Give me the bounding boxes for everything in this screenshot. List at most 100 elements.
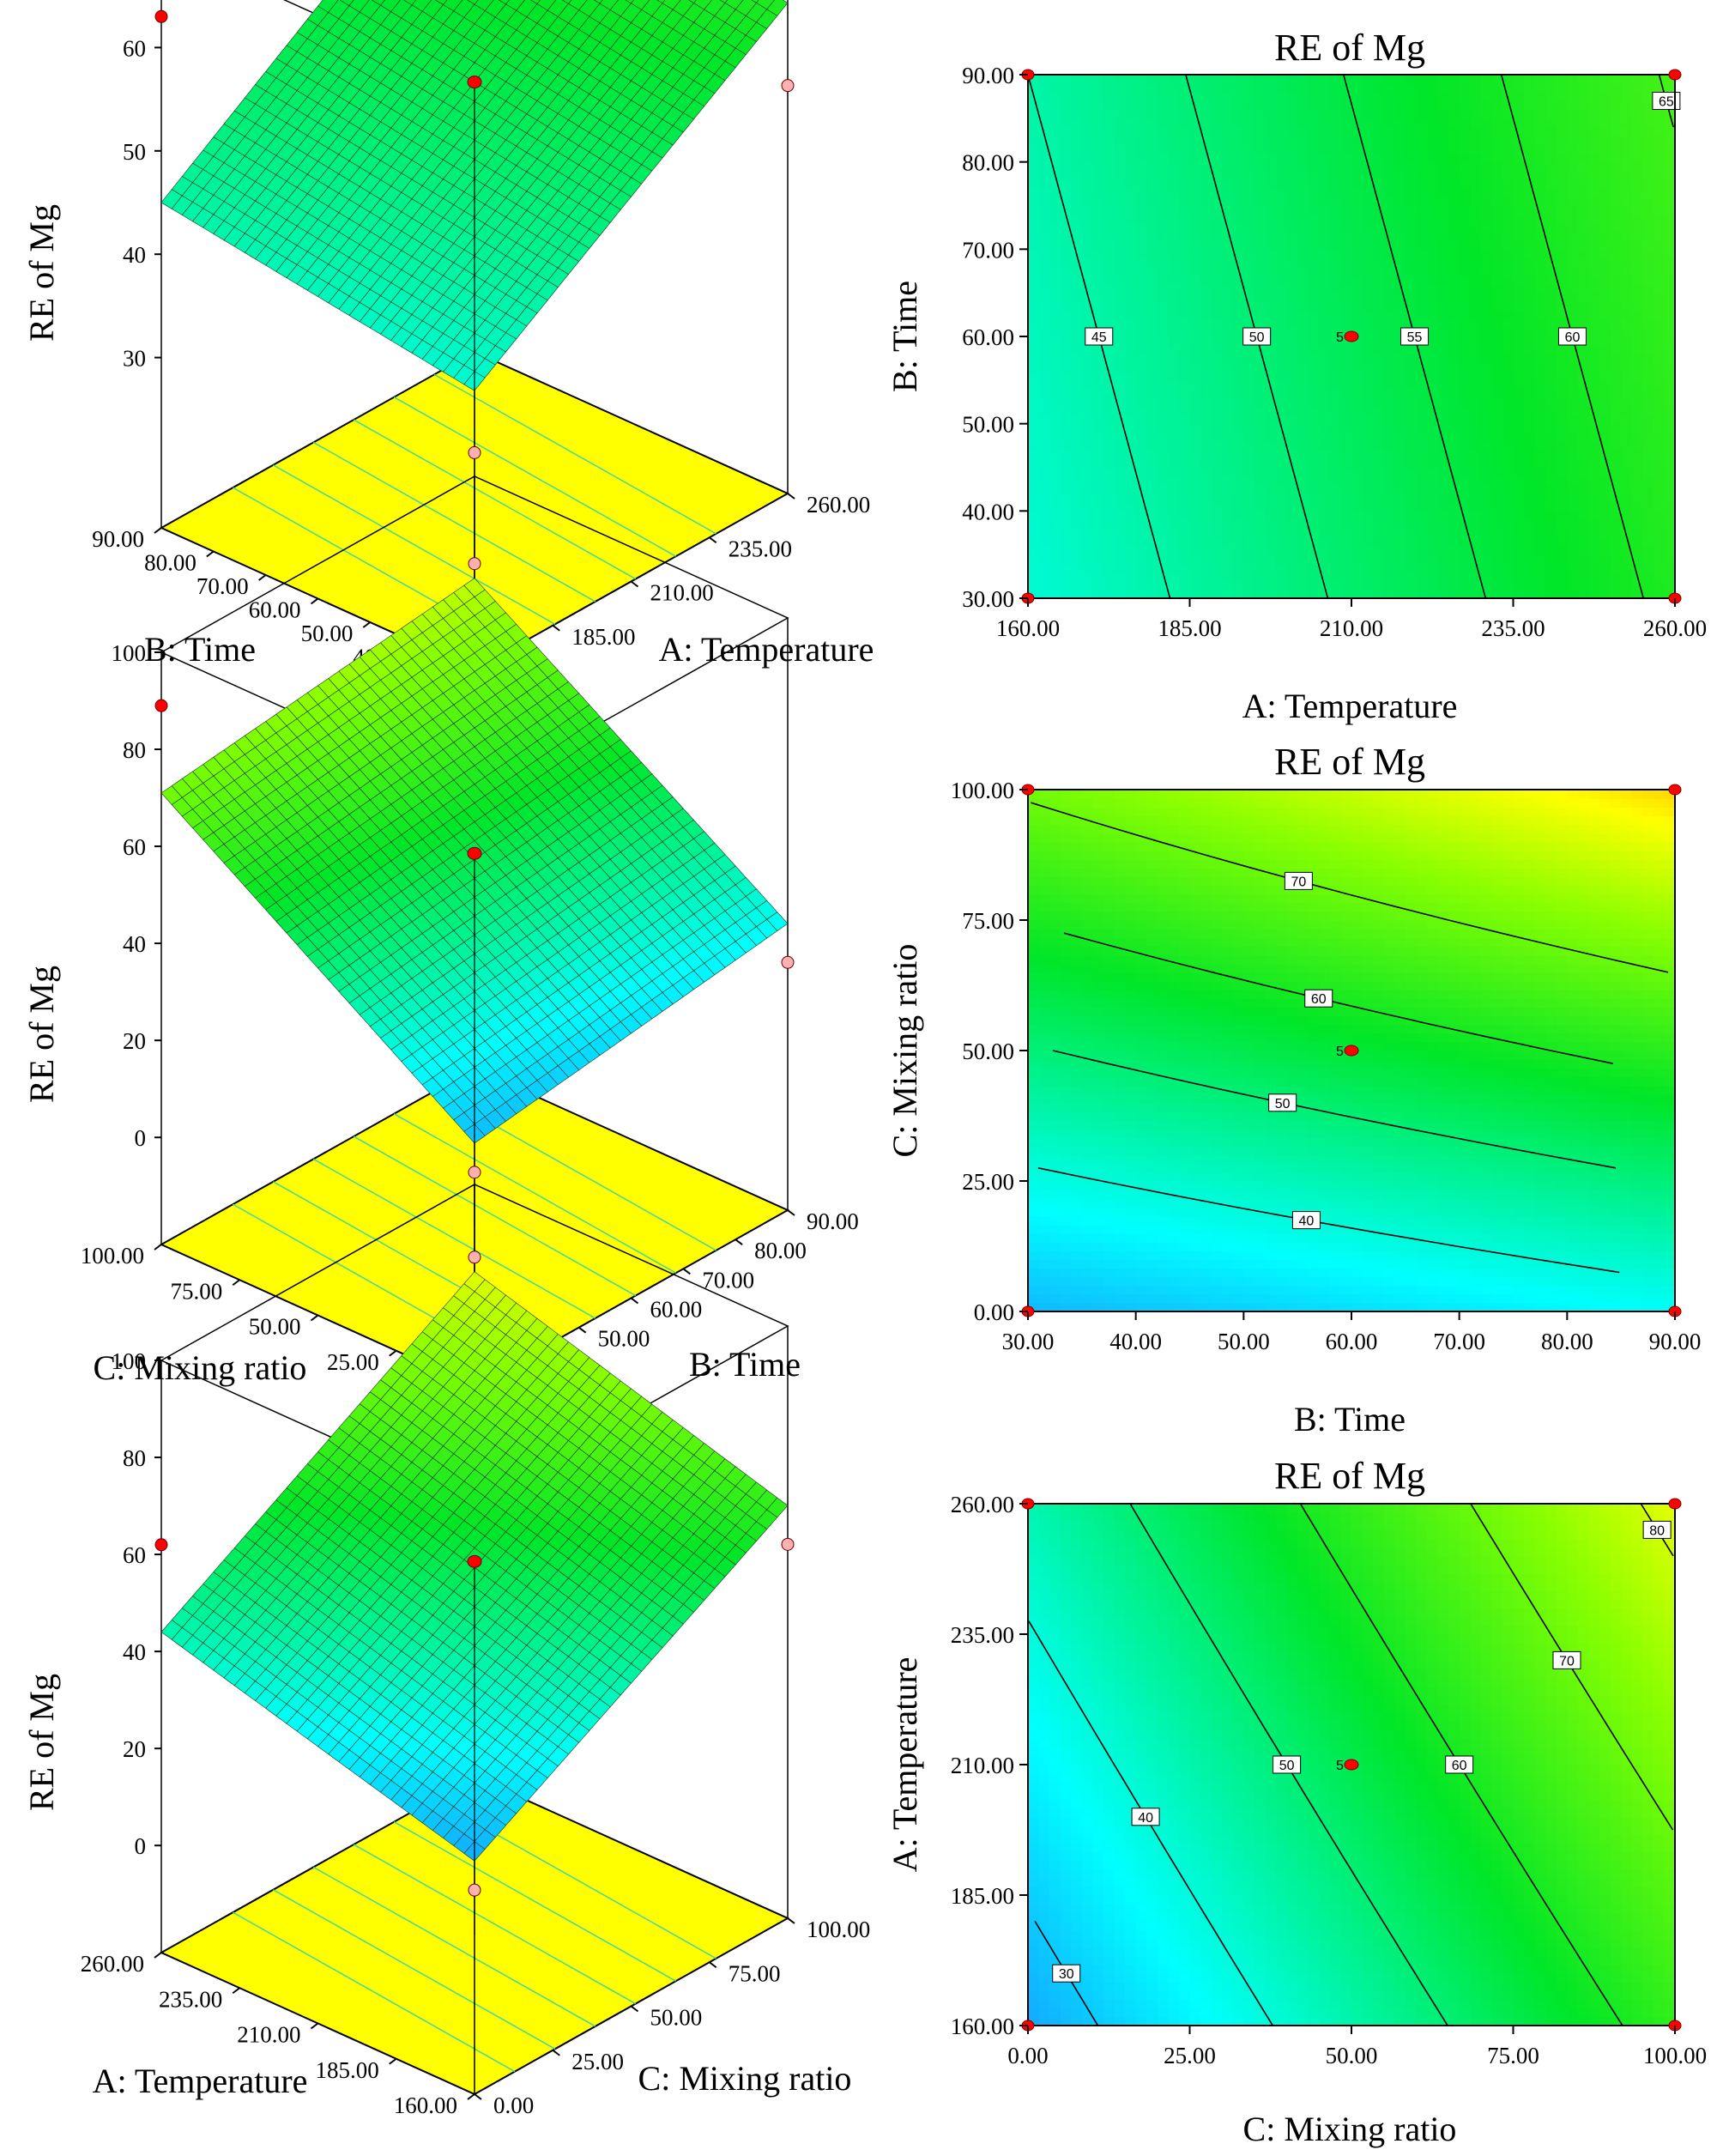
contour-fill-cell [1631,318,1644,329]
contour-fill-cell [1286,563,1298,573]
contour-fill-cell [1038,423,1050,433]
contour-fill-cell [1125,284,1137,294]
contour-fill-cell [1103,423,1115,433]
contour-fill-cell [1028,136,1040,146]
contour-fill-cell [1610,345,1622,355]
contour-fill-cell [1265,127,1277,136]
contour-fill-cell [1038,519,1050,530]
contour-fill-cell [1362,475,1374,486]
contour-fill-cell [1340,301,1352,312]
contour-fill-cell [1480,257,1493,268]
contour-fill-cell [1157,170,1170,180]
contour-fill-cell [1653,318,1666,329]
contour-fill-cell [1340,345,1352,355]
contour-fill-cell [1426,536,1439,547]
contour-fill-cell [1125,249,1137,259]
contour-fill-cell [1621,362,1633,372]
contour-fill-cell [1524,83,1536,94]
contour-fill-cell [1480,109,1493,119]
contour-fill-cell [1211,222,1223,233]
contour-fill-cell [1028,572,1040,582]
contour-fill-cell [1028,222,1040,233]
contour-fill-cell [1577,222,1590,233]
contour-fill-cell [1567,502,1579,512]
contour-fill-cell [1610,318,1622,329]
contour-fill-cell [1211,153,1223,163]
contour-fill-cell [1200,432,1212,442]
contour-fill-cell [1437,336,1449,346]
contour-fill-cell [1426,450,1439,460]
contour-fill-cell [1588,494,1600,503]
contour-fill-cell [1437,475,1449,486]
contour-fill-cell [1437,232,1449,241]
contour-fill-cell [1168,284,1180,294]
contour-fill-cell [1243,475,1255,486]
contour-fill-cell [1513,572,1525,582]
contour-fill-cell [1211,379,1223,390]
contour-fill-cell [1168,136,1180,146]
contour-fill-cell [1394,197,1406,207]
contour-fill-cell [1081,197,1094,207]
contour-fill-cell [1513,100,1525,111]
contour-fill-cell [1426,528,1439,538]
contour-fill-cell [1631,222,1644,233]
contour-fill-cell [1405,249,1418,259]
contour-fill-cell [1653,232,1666,241]
contour-fill-cell [1071,92,1083,102]
contour-fill-cell [1319,397,1331,408]
contour-fill-cell [1405,528,1418,538]
contour-fill-cell [1416,293,1428,303]
contour-fill-cell [1168,100,1180,111]
contour-fill-cell [1146,240,1158,251]
contour-fill-cell [1480,511,1493,521]
contour-fill-cell [1351,179,1363,189]
contour-fill-cell [1060,249,1073,259]
contour-fill-cell [1588,580,1600,590]
contour-fill-cell [1513,432,1525,442]
contour-fill-cell [1621,354,1633,364]
contour-fill-cell [1437,197,1449,207]
contour-fill-cell [1383,536,1396,547]
contour-fill-cell [1157,266,1170,276]
contour-fill-cell [1243,232,1255,241]
contour-fill-cell [1297,83,1309,94]
contour-fill-cell [1308,354,1321,364]
contour-fill-cell [1049,371,1061,381]
contour-fill-cell [1286,127,1298,136]
contour-fill-cell [1642,257,1654,268]
contour-fill-cell [1189,406,1201,416]
contour-fill-cell [1621,92,1633,102]
contour-fill-cell [1157,389,1170,398]
contour-fill-cell [1081,397,1094,408]
contour-fill-cell [1243,519,1255,530]
contour-fill-cell [1286,136,1298,146]
contour-fill-cell [1071,336,1083,346]
contour-fill-cell [1168,257,1180,268]
contour-fill-cell [1437,354,1449,364]
contour-fill-cell [1114,275,1126,285]
contour-fill-cell [1038,240,1050,251]
contour-fill-cell [1631,371,1644,381]
contour-fill-cell [1038,161,1050,172]
contour-fill-cell [1254,257,1267,268]
contour-fill-cell [1664,563,1676,573]
contour-fill-cell [1211,284,1223,294]
contour-fill-cell [1405,406,1418,416]
x-tick-label: 185.00 [1158,615,1221,641]
contour-fill-cell [1125,266,1137,276]
surface-mesh [160,0,789,391]
contour-fill-cell [1200,336,1212,346]
contour-fill-cell [1502,494,1514,503]
contour-fill-cell [1567,484,1579,494]
contour-fill-cell [1028,118,1040,128]
contour-fill-cell [1286,397,1298,408]
contour-fill-cell [1599,397,1611,408]
contour-fill-cell [1556,354,1569,364]
contour-fill-cell [1092,354,1104,364]
contour-fill-cell [1211,528,1223,538]
contour-fill-cell [1491,379,1503,390]
contour-fill-cell [1405,379,1418,390]
contour-fill-cell [1470,450,1482,460]
contour-fill-cell [1383,563,1396,573]
contour-fill-cell [1286,222,1298,233]
